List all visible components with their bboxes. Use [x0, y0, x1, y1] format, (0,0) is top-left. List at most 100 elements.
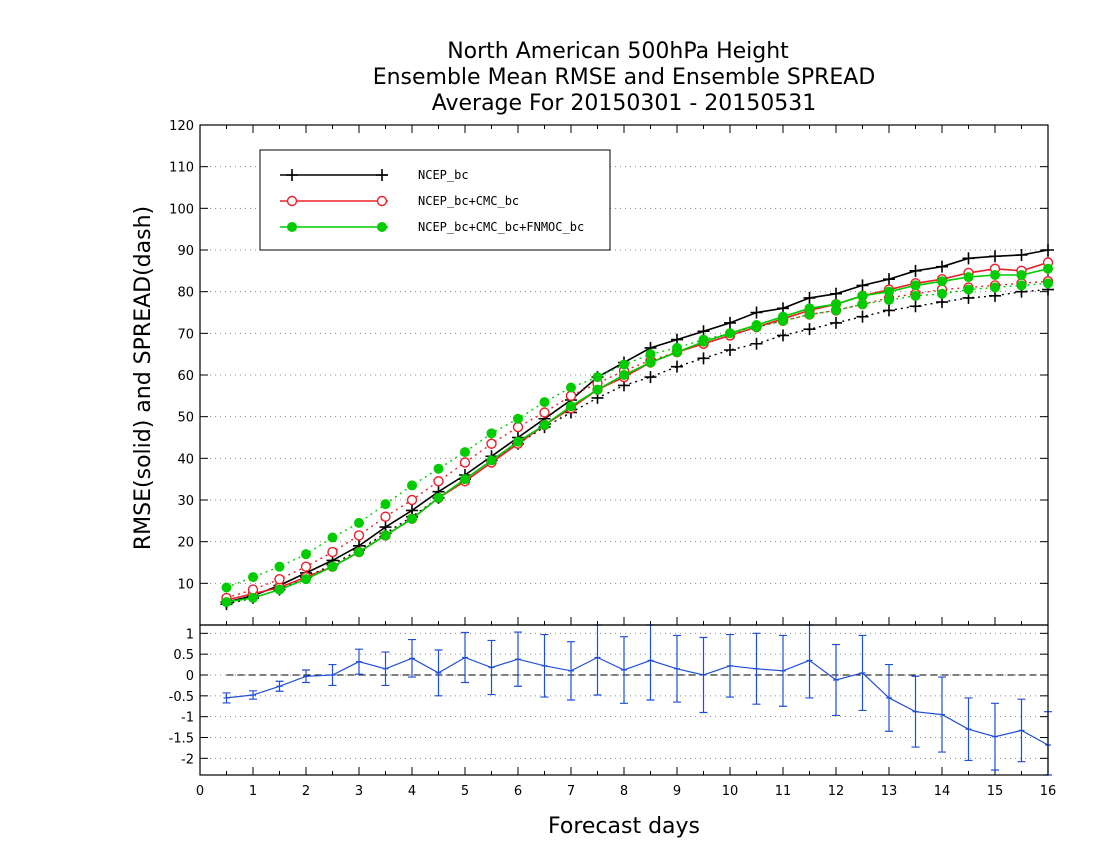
series-4-point-3 [301, 574, 311, 585]
series-5-point-3 [301, 549, 311, 560]
series-4-point-8 [433, 492, 444, 503]
top-ytick-label-20: 20 [177, 536, 194, 551]
bottom-ytick-label-5: 0.5 [173, 648, 194, 663]
series-5-point-17 [672, 342, 682, 353]
x-tick-label-14: 14 [934, 784, 951, 799]
top-ytick-label-40: 40 [177, 452, 194, 467]
series-0-point-24 [856, 279, 869, 292]
series-3-point-10 [486, 438, 497, 449]
x-tick-label-9: 9 [673, 784, 681, 799]
series-3-point-8 [433, 476, 444, 487]
series-4-point-12 [539, 420, 550, 430]
series-1-point-21 [777, 329, 789, 342]
series-0-point-25 [883, 273, 895, 286]
series-3-point-2 [274, 573, 285, 585]
legend-marker-end-0 [376, 169, 388, 181]
series-0-point-27 [936, 260, 948, 273]
bottom-ytick-label-4: 0 [186, 669, 194, 684]
series-4-point-5 [354, 547, 364, 558]
series-5-point-8 [433, 463, 444, 474]
series-5-point-23 [831, 305, 841, 316]
series-4-point-24 [857, 290, 868, 301]
series-4-point-14 [592, 384, 603, 395]
series-5-point-12 [539, 397, 550, 408]
series-1-point-24 [856, 310, 869, 323]
x-tick-label-7: 7 [567, 784, 575, 799]
series-3-point-12 [539, 407, 550, 418]
series-4-point-15 [619, 370, 629, 380]
x-tick-label-12: 12 [828, 784, 845, 799]
series-0-point-30 [1015, 249, 1028, 261]
series-3-point-1 [247, 584, 259, 595]
series-4-point-6 [380, 530, 391, 541]
chart-title-line-1: North American 500hPa Height [447, 39, 789, 64]
top-ytick-label-80: 80 [177, 286, 194, 301]
series-1-point-26 [909, 300, 922, 313]
series-4-point-13 [566, 401, 576, 412]
series-0-point-20 [750, 306, 763, 319]
series-5-point-27 [937, 288, 947, 299]
series-5-point-6 [380, 499, 391, 510]
top-ytick-label-50: 50 [177, 411, 194, 426]
series-5-point-21 [778, 315, 788, 326]
series-5-point-18 [698, 334, 709, 345]
series-5-point-1 [248, 572, 258, 583]
series-1-point-19 [724, 344, 736, 356]
bottom-ytick-label-0: -2 [181, 752, 194, 767]
chart-title-line-3: Average For 20150301 - 20150531 [432, 91, 817, 116]
series-5-point-15 [619, 359, 629, 370]
series-5-point-22 [804, 309, 815, 320]
series-5-point-2 [274, 561, 285, 572]
top-ytick-label-10: 10 [177, 577, 194, 592]
x-tick-label-4: 4 [408, 784, 416, 799]
series-3-point-11 [512, 421, 524, 433]
series-4-point-25 [884, 286, 894, 297]
series-0-point-22 [803, 291, 816, 304]
series-3-point-7 [406, 494, 418, 506]
series-4-point-1 [248, 592, 258, 603]
series-5-point-10 [486, 428, 497, 439]
series-4-point-27 [937, 276, 947, 287]
series-4-point-16 [645, 357, 656, 368]
x-tick-label-8: 8 [620, 784, 628, 799]
series-3-point-3 [300, 561, 312, 572]
series-1-point-18 [697, 352, 710, 365]
legend-label-4: NCEP_bc+CMC_bc+FNMOC_bc [418, 220, 584, 234]
series-3-point-13 [565, 390, 577, 402]
series-0-point-31 [1042, 244, 1054, 256]
bottom-ytick-label-3: -0.5 [169, 690, 194, 705]
series-4-point-26 [910, 280, 921, 291]
series-0-point-19 [724, 316, 736, 329]
series-5-point-29 [990, 282, 1000, 293]
x-tick-label-10: 10 [722, 784, 739, 799]
series-5-point-20 [751, 322, 762, 333]
x-tick-label-16: 16 [1040, 784, 1057, 799]
series-4-point-7 [407, 513, 417, 524]
series-5-point-0 [221, 582, 232, 593]
series-0-point-29 [989, 250, 1001, 263]
series-4-point-10 [486, 455, 497, 466]
series-1-point-16 [644, 371, 657, 384]
series-4-point-4 [327, 561, 338, 572]
series-5-point-5 [354, 517, 364, 528]
top-ytick-label-100: 100 [169, 202, 194, 217]
x-tick-label-2: 2 [302, 784, 310, 799]
x-tick-label-1: 1 [249, 784, 257, 799]
bottom-ytick-label-1: -1.5 [169, 732, 194, 747]
series-5-point-30 [1016, 280, 1027, 291]
top-ytick-label-90: 90 [177, 244, 194, 259]
difference-panel: -2-1.5-1-0.500.510 1 2 3 4 5 6 7 8 9 10 11 12 13 14 15 1… [169, 624, 1057, 799]
series-3-point-5 [353, 530, 365, 541]
series-4-point-31 [1043, 263, 1053, 274]
x-tick-label-6: 6 [514, 784, 522, 799]
series-4-point-2 [274, 584, 285, 595]
legend-label-0: NCEP_bc [418, 168, 469, 182]
legend-label-2: NCEP_bc+CMC_bc [418, 194, 519, 208]
series-3-point-4 [327, 546, 338, 558]
series-4-point-11 [513, 436, 523, 447]
series-0-point-26 [909, 264, 922, 277]
bottom-ytick-label-2: -1 [181, 711, 194, 726]
difference-line [226, 656, 1049, 746]
top-ytick-label-70: 70 [177, 327, 194, 342]
